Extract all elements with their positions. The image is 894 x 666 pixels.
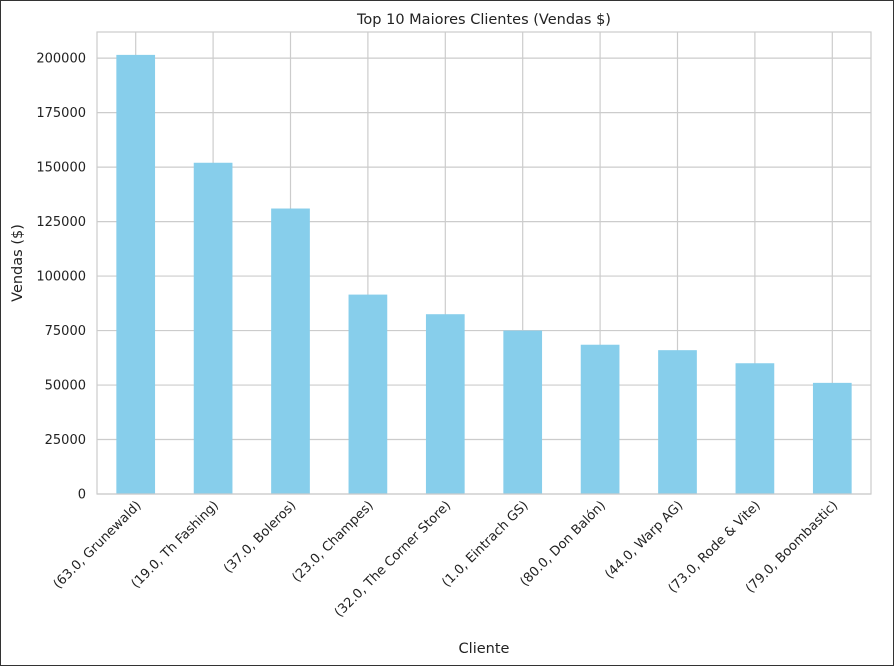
y-axis-label: Vendas ($) (10, 224, 26, 302)
bar (116, 54, 156, 494)
x-tick-labels: (63.0, Grunewald)(19.0, Th Fashing) (37.0… (51, 498, 841, 620)
x-tick-label: (37.0, Boleros) (221, 498, 299, 576)
bar (580, 344, 620, 494)
y-tick-label: 0 (78, 488, 86, 503)
plot-area-border (96, 31, 872, 495)
x-axis-label: Cliente (459, 641, 510, 657)
bars (116, 54, 852, 495)
x-tick-label: (19.0, Th Fashing) (129, 498, 222, 591)
y-tick-label: 25000 (45, 433, 86, 448)
bar (425, 314, 465, 494)
x-tick-label: (44.0, Warp AG) (602, 498, 686, 582)
bar (658, 350, 697, 494)
x-gridlines (135, 32, 833, 494)
y-tick-label: 200000 (36, 52, 86, 67)
x-tick-label: (23.0, Champes) (290, 498, 377, 585)
y-tick-label: 100000 (36, 270, 86, 285)
y-tick-label: 175000 (36, 106, 86, 121)
y-tick-label: 50000 (45, 379, 86, 394)
y-tick-label: 75000 (45, 324, 86, 339)
y-tick-label: 125000 (36, 215, 86, 230)
bar (193, 162, 233, 495)
bar (735, 363, 775, 494)
bar (812, 382, 852, 494)
y-tick-label: 150000 (36, 161, 86, 176)
chart-title: Top 10 Maiores Clientes (Vendas $) (356, 12, 611, 28)
bar (348, 294, 388, 494)
bar (503, 330, 543, 494)
y-tick-labels: 0 25000 50000 75000 100000 125000 150000 175000… (36, 52, 86, 503)
x-tick-label: (1.0, Eintrach GS) (439, 498, 531, 590)
bar (271, 208, 310, 495)
x-tick-label: (80.0, Don Balón) (517, 498, 608, 589)
